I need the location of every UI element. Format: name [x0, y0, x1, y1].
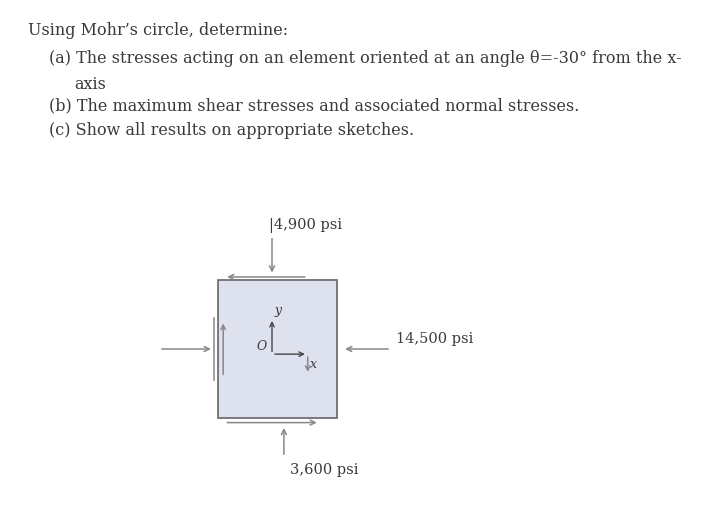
Text: Using Mohr’s circle, determine:: Using Mohr’s circle, determine:	[28, 22, 288, 39]
Text: (c) Show all results on appropriate sketches.: (c) Show all results on appropriate sket…	[49, 121, 414, 139]
Text: 14,500 psi: 14,500 psi	[396, 333, 473, 346]
Text: (a) The stresses acting on an element oriented at an angle θ=-30° from the x-: (a) The stresses acting on an element or…	[49, 51, 681, 67]
Text: y: y	[274, 303, 282, 316]
Text: (b) The maximum shear stresses and associated normal stresses.: (b) The maximum shear stresses and assoc…	[49, 98, 579, 115]
Bar	[218, 279, 338, 418]
Text: |4,900 psi: |4,900 psi	[269, 218, 342, 233]
Text: x: x	[310, 358, 317, 371]
Text: O: O	[257, 340, 267, 353]
Text: axis: axis	[74, 76, 107, 93]
Text: 3,600 psi: 3,600 psi	[290, 463, 359, 477]
